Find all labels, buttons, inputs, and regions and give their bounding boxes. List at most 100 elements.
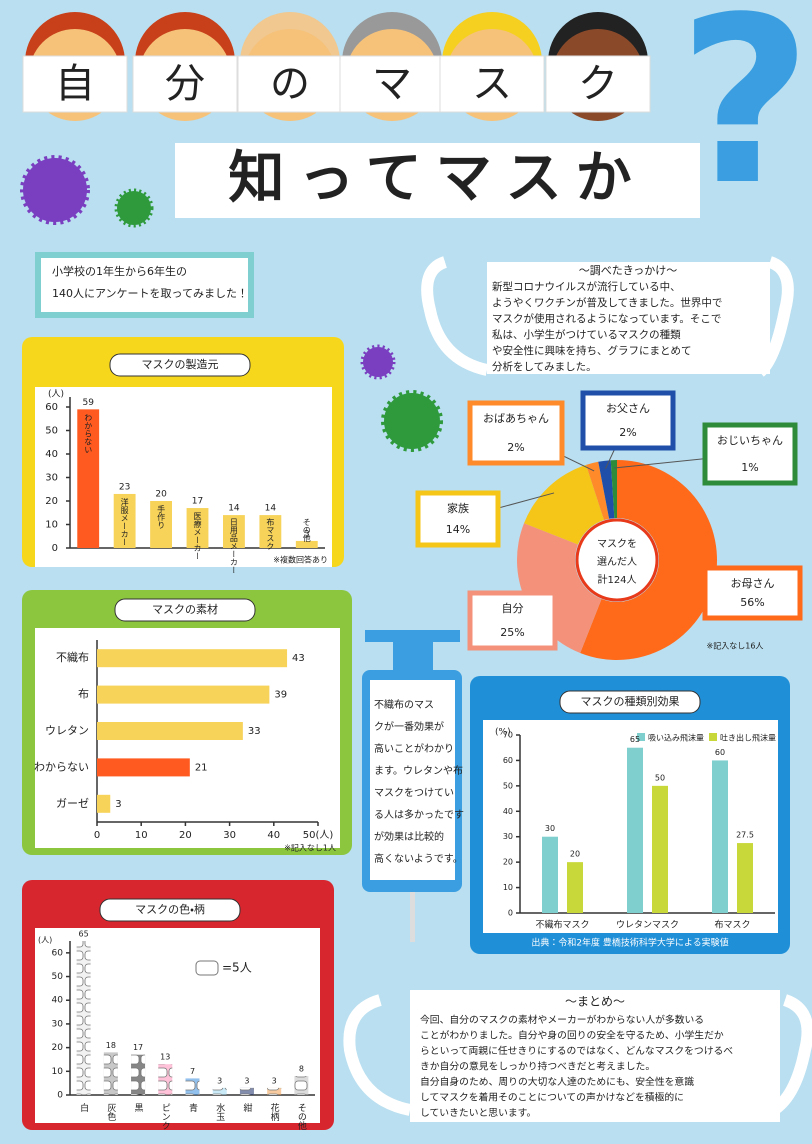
text-line: クが一番効果が	[374, 720, 444, 733]
category-label: 手作り	[157, 504, 166, 529]
bar	[97, 649, 288, 668]
value-label: 21	[195, 762, 208, 773]
face-mask	[339, 55, 445, 113]
value-label: 2%	[619, 426, 636, 439]
bar	[97, 685, 270, 704]
legend-label: 吐き出し飛沫量	[720, 733, 776, 743]
value-label: 14	[228, 504, 240, 514]
category-label: ピンク	[160, 1103, 170, 1130]
bar	[627, 747, 643, 913]
y-tick-label: 40	[52, 996, 64, 1006]
text-line: マスクをつけてい	[374, 787, 454, 799]
mask-strings	[343, 994, 812, 1118]
question-mark: ?	[678, 0, 811, 236]
slice-label: 自分	[502, 602, 524, 615]
y-tick-label: 20	[52, 1043, 64, 1053]
y-tick-label: 10	[45, 520, 58, 531]
pictogram-bar	[185, 1078, 200, 1095]
slice-label: お父さん	[606, 402, 650, 415]
y-tick-label: 0	[57, 1091, 63, 1101]
axis-label: (人)	[48, 390, 64, 400]
value-label: 56%	[740, 596, 764, 609]
legend-swatch	[709, 733, 717, 741]
bar	[97, 794, 111, 813]
category-label: 不織布	[56, 650, 89, 664]
text-line: していきたいと思います。	[420, 1107, 536, 1119]
syringe	[393, 642, 433, 670]
bar	[97, 722, 243, 740]
y-tick-label: 40	[45, 449, 58, 460]
syringe	[365, 630, 460, 642]
y-tick-label: 60	[52, 948, 64, 958]
title-char: ス	[472, 61, 512, 107]
text-line: 自分自身のため、周りの大切な人達のためにも、安全性を意識	[420, 1075, 694, 1088]
value-label: 3	[304, 529, 310, 539]
y-tick-label: 60	[503, 756, 513, 765]
value-label: 27.5	[736, 831, 754, 840]
label-box	[702, 565, 803, 621]
text-line: 140人にアンケートを取ってみました！	[52, 287, 248, 300]
x-tick-label: 40	[267, 830, 280, 841]
category-label: わからない	[84, 413, 93, 453]
center-label: マスクを	[597, 538, 637, 550]
slice-label: おばあちゃん	[483, 412, 549, 425]
text-line: 私は、小学生がつけているマスクの種類	[492, 328, 681, 341]
pictogram-bar	[103, 1052, 118, 1095]
value-label: 17	[133, 1043, 143, 1052]
text-line: ます。ウレタンや布	[374, 765, 463, 777]
value-label: 50	[655, 773, 665, 782]
bar	[113, 493, 136, 548]
pictogram-bar	[267, 1087, 282, 1095]
value-label: 7	[190, 1067, 195, 1076]
x-tick-label: 布マスク	[714, 919, 750, 931]
face-mask	[545, 55, 651, 113]
y-tick-label: 10	[52, 1067, 64, 1077]
label-box	[467, 590, 558, 651]
value-label: 39	[274, 690, 287, 701]
category-label: 洋服メーカー	[120, 497, 129, 546]
bar	[186, 508, 209, 548]
note: ※記入なし1人	[284, 844, 336, 853]
category-label: ウレタン	[45, 724, 89, 737]
value-label: 3	[217, 1076, 222, 1085]
value-label: 43	[292, 653, 305, 664]
legend-label: 吸い込み飛沫量	[648, 733, 704, 743]
value-label: 14	[265, 504, 277, 514]
category-label: 青	[187, 1102, 198, 1113]
x-tick-label: ウレタンマスク	[616, 920, 679, 931]
bar	[223, 515, 245, 548]
text-line: マスクが使用されるようになっています。そこで	[492, 312, 721, 325]
donut-ring	[575, 518, 659, 602]
category-label: 医療メーカー	[193, 512, 202, 560]
icon-label: =5人	[222, 961, 252, 975]
y-tick-label: 30	[503, 832, 513, 841]
label-box	[580, 390, 676, 451]
pictogram-bar	[131, 1054, 146, 1095]
text-line: 高くないようです。	[374, 852, 463, 865]
y-tick-label: 20	[45, 496, 58, 507]
y-tick-label: 30	[52, 1019, 64, 1029]
value-label: 59	[82, 398, 94, 408]
source: 出典：令和2年度 豊橋技術科学大学による実験値	[531, 937, 728, 949]
text-line: 今回、自分のマスクの素材やメーカーがわからない人が多数いる	[420, 1013, 704, 1026]
bar	[97, 758, 190, 777]
category-label: 水玉	[214, 1102, 225, 1121]
text-line: や安全性に興味を持ち、グラフにまとめて	[492, 344, 692, 357]
text-line: ことがわかりました。自分や身の回りの安全を守るため、小学生だか	[420, 1029, 724, 1042]
bar	[259, 515, 282, 548]
bar	[77, 409, 100, 548]
chart-title: マスクの素材	[152, 602, 218, 616]
text-line: 高いことがわかり	[374, 742, 454, 755]
intro-box	[35, 252, 254, 318]
donut-slice	[586, 461, 610, 521]
bar	[712, 760, 728, 913]
slice-label: お母さん	[731, 577, 775, 590]
x-tick-label: 10	[135, 830, 148, 841]
label-box	[467, 400, 565, 466]
pictogram-bar	[212, 1087, 227, 1095]
value-label: 3	[272, 1076, 277, 1085]
value-label: 23	[119, 482, 130, 492]
value-label: 3	[244, 1076, 249, 1085]
donut-slice	[598, 460, 615, 519]
